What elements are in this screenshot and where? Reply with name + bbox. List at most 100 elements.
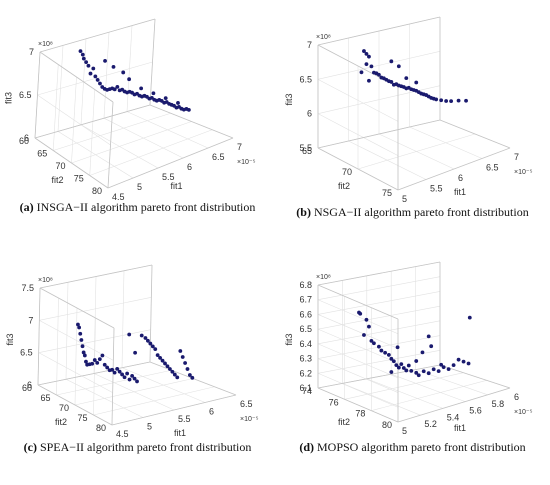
grid-line bbox=[126, 25, 133, 112]
axis-line bbox=[397, 387, 511, 423]
data-point bbox=[389, 356, 394, 361]
z-exponent-label: ×10⁸ bbox=[38, 41, 53, 48]
y-tick-label: 80 bbox=[382, 420, 392, 430]
data-point bbox=[372, 341, 376, 346]
data-point bbox=[389, 59, 394, 64]
caption-text: MOPSO algorithm pareto front distributio… bbox=[314, 440, 526, 454]
data-point bbox=[389, 80, 394, 84]
grid-line bbox=[103, 32, 110, 119]
axis-line bbox=[149, 264, 153, 363]
data-point bbox=[165, 364, 170, 369]
data-point bbox=[170, 369, 175, 374]
y-tick-label: 76 bbox=[329, 397, 339, 407]
z-axis-label: fit3 bbox=[4, 92, 14, 104]
x-tick-label: 5.8 bbox=[492, 399, 505, 409]
data-point bbox=[367, 78, 371, 83]
data-point bbox=[151, 91, 156, 96]
data-point bbox=[429, 344, 434, 349]
y-tick-label: 75 bbox=[74, 174, 84, 184]
data-point bbox=[127, 377, 132, 382]
data-point bbox=[386, 353, 391, 357]
z-tick-label: 6.8 bbox=[299, 280, 312, 290]
chart-panel-c: 6 6.5 7 7.5 ×10⁸ fit3 60 65 70 75 80 fit2 4.5 5 5.5 6 6.… bbox=[0, 243, 275, 485]
grid-line bbox=[56, 297, 59, 396]
data-point bbox=[449, 99, 454, 104]
grid-line bbox=[317, 358, 399, 393]
data-point bbox=[78, 331, 83, 336]
caption-text: SPEA−II algorithm pareto front distribut… bbox=[36, 440, 252, 454]
data-point bbox=[394, 363, 399, 368]
data-point bbox=[456, 98, 461, 103]
y-tick-label: 70 bbox=[59, 403, 69, 413]
z-tick-label: 6.5 bbox=[299, 74, 312, 84]
data-point bbox=[132, 376, 137, 381]
x-tick-label: 4.5 bbox=[112, 192, 125, 202]
axis-line bbox=[34, 51, 41, 139]
grid-line bbox=[317, 349, 441, 374]
y-axis-label: fit2 bbox=[338, 417, 350, 427]
data-point bbox=[115, 367, 120, 371]
y-tick-label: 60 bbox=[22, 383, 32, 393]
y-tick-label: 70 bbox=[342, 167, 352, 177]
data-point bbox=[79, 338, 84, 342]
data-point bbox=[155, 353, 160, 358]
data-point bbox=[112, 87, 117, 92]
grid-line bbox=[93, 317, 96, 416]
data-point bbox=[434, 97, 439, 102]
data-point bbox=[436, 369, 441, 374]
data-point bbox=[120, 372, 124, 377]
data-point bbox=[143, 336, 148, 340]
axis-line bbox=[107, 137, 234, 189]
axis-line bbox=[439, 119, 511, 149]
caption: (a) INSGA−II algorithm pareto front dist… bbox=[0, 200, 275, 215]
data-point bbox=[112, 370, 117, 375]
data-point bbox=[187, 373, 192, 377]
data-point bbox=[127, 332, 132, 337]
data-point bbox=[158, 356, 163, 360]
caption: (d) MOPSO algorithm pareto front distrib… bbox=[275, 440, 550, 455]
data-point bbox=[168, 367, 172, 371]
x-axis-label: fit1 bbox=[454, 423, 466, 433]
chart-panel-a: 6 6.5 7 ×10⁸ fit3 60 65 70 75 80 fit2 4.5 5 5.5 6 6.5 7 f… bbox=[0, 0, 275, 242]
data-point bbox=[420, 350, 425, 355]
data-point bbox=[426, 334, 431, 339]
grid-line bbox=[57, 45, 64, 132]
data-point bbox=[81, 350, 86, 355]
x-tick-label: 5 bbox=[147, 422, 152, 432]
data-point bbox=[122, 375, 127, 380]
data-point bbox=[389, 370, 394, 374]
data-point bbox=[441, 365, 446, 370]
data-point bbox=[146, 338, 150, 343]
x-tick-label: 5 bbox=[137, 182, 142, 192]
axis-line bbox=[107, 101, 114, 189]
y-tick-label: 80 bbox=[92, 186, 102, 196]
data-point bbox=[95, 360, 100, 365]
y-tick-label: 75 bbox=[382, 188, 392, 198]
x-tick-label: 7 bbox=[514, 152, 519, 162]
data-point bbox=[117, 369, 122, 374]
data-point bbox=[369, 64, 374, 69]
y-axis-label: fit2 bbox=[338, 181, 350, 191]
grid-line bbox=[65, 282, 69, 380]
data-point bbox=[426, 371, 431, 376]
data-point bbox=[93, 74, 98, 79]
axis-line bbox=[317, 16, 441, 46]
data-point bbox=[186, 108, 191, 112]
z-tick-label: 7 bbox=[307, 40, 312, 50]
z-tick-label: 6.4 bbox=[299, 339, 312, 349]
data-point bbox=[148, 341, 153, 346]
data-point bbox=[163, 96, 168, 100]
z-exponent-label: ×10⁸ bbox=[38, 277, 53, 284]
z-axis-label: fit3 bbox=[284, 333, 294, 345]
data-point bbox=[78, 49, 83, 54]
data-point bbox=[362, 333, 366, 337]
grid-line bbox=[344, 372, 464, 400]
data-point bbox=[110, 367, 115, 372]
axis-line bbox=[317, 387, 399, 423]
axis-line bbox=[111, 394, 237, 426]
data-point bbox=[391, 359, 396, 364]
y-tick-label: 74 bbox=[302, 386, 312, 396]
chart-panel-b: 5.5 6 6.5 7 ×10⁸ fit3 65 70 75 fit2 5 5.5 6 6.5 7 fit1 ×… bbox=[275, 0, 550, 242]
caption-text: NSGA−II algorithm pareto front distribut… bbox=[310, 205, 529, 219]
axis-line bbox=[111, 327, 115, 426]
